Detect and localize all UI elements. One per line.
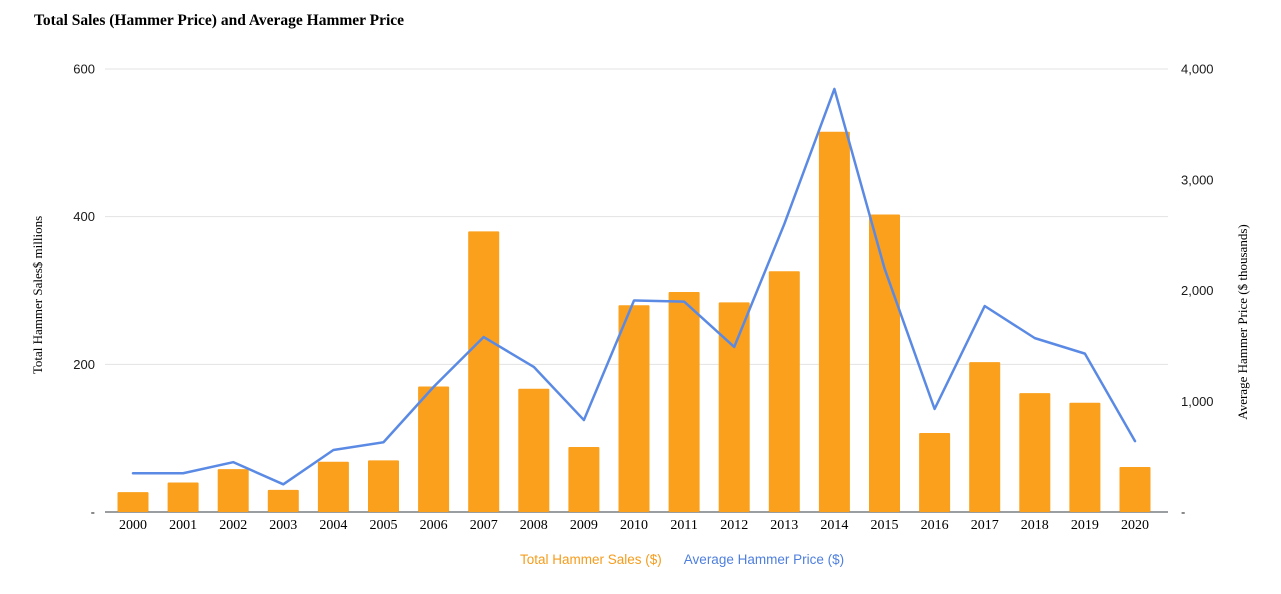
x-axis-label-2004: 2004 xyxy=(319,518,347,533)
x-axis-label-2005: 2005 xyxy=(370,518,398,533)
bar-2004 xyxy=(317,461,349,512)
x-axis-label-2017: 2017 xyxy=(971,518,999,533)
bar-2006 xyxy=(418,386,450,512)
chart-title: Total Sales (Hammer Price) and Average H… xyxy=(34,12,405,29)
x-axis-label-2014: 2014 xyxy=(820,518,848,533)
x-axis-label-2012: 2012 xyxy=(720,518,748,533)
x-axis-label-2009: 2009 xyxy=(570,518,598,533)
x-axis-label-2020: 2020 xyxy=(1121,518,1149,533)
right-axis-tick: - xyxy=(1181,505,1185,520)
x-axis-label-2013: 2013 xyxy=(770,518,798,533)
x-axis-label-2019: 2019 xyxy=(1071,518,1099,533)
average-price-line xyxy=(131,87,1137,486)
x-axis-label-2008: 2008 xyxy=(520,518,548,533)
bar-2019 xyxy=(1069,402,1101,512)
bar-2011 xyxy=(668,291,700,512)
bar-2001 xyxy=(167,482,199,512)
left-axis-tick: 400 xyxy=(73,209,95,224)
bar-2010 xyxy=(618,305,650,512)
x-axis-label-2011: 2011 xyxy=(670,518,697,533)
bar-2008 xyxy=(518,388,550,512)
bar-2005 xyxy=(368,460,399,512)
x-axis-label-2002: 2002 xyxy=(219,518,247,533)
x-axis-label-2006: 2006 xyxy=(420,518,448,533)
bar-2003 xyxy=(267,489,299,512)
bar-2002 xyxy=(217,469,249,512)
x-axis-label-2000: 2000 xyxy=(119,518,147,533)
legend-item-total-hammer-sales: Total Hammer Sales ($) xyxy=(520,552,662,567)
bar-2020 xyxy=(1119,466,1151,512)
bar-2018 xyxy=(1019,393,1051,512)
bar-2014 xyxy=(818,131,850,512)
right-axis-tick: 4,000 xyxy=(1181,62,1214,77)
x-axis-label-2016: 2016 xyxy=(921,518,949,533)
left-axis-tick: 600 xyxy=(73,62,95,77)
x-axis-label-2015: 2015 xyxy=(871,518,899,533)
right-axis-tick: 1,000 xyxy=(1181,394,1214,409)
x-axis-label-2003: 2003 xyxy=(269,518,297,533)
right-axis-tick: 2,000 xyxy=(1181,283,1214,298)
x-axis-label-2010: 2010 xyxy=(620,518,648,533)
bar-2016 xyxy=(919,432,951,512)
legend-item-average-hammer-price: Average Hammer Price ($) xyxy=(683,552,845,567)
x-axis-label-2007: 2007 xyxy=(470,518,498,533)
x-axis-label-2018: 2018 xyxy=(1021,518,1049,533)
right-axis-tick: 3,000 xyxy=(1181,172,1214,187)
bar-2000 xyxy=(117,492,149,512)
bar-2012 xyxy=(718,302,750,512)
bar-2009 xyxy=(568,447,600,512)
bar-2007 xyxy=(468,231,500,512)
chart-legend: Total Hammer Sales ($) Average Hammer Pr… xyxy=(520,552,844,567)
bar-2013 xyxy=(768,271,800,512)
x-axis-label-2001: 2001 xyxy=(169,518,197,533)
left-axis-tick: - xyxy=(91,505,95,520)
bar-2015 xyxy=(869,214,900,512)
left-axis-tick: 200 xyxy=(73,357,95,372)
bar-2017 xyxy=(969,362,1001,512)
